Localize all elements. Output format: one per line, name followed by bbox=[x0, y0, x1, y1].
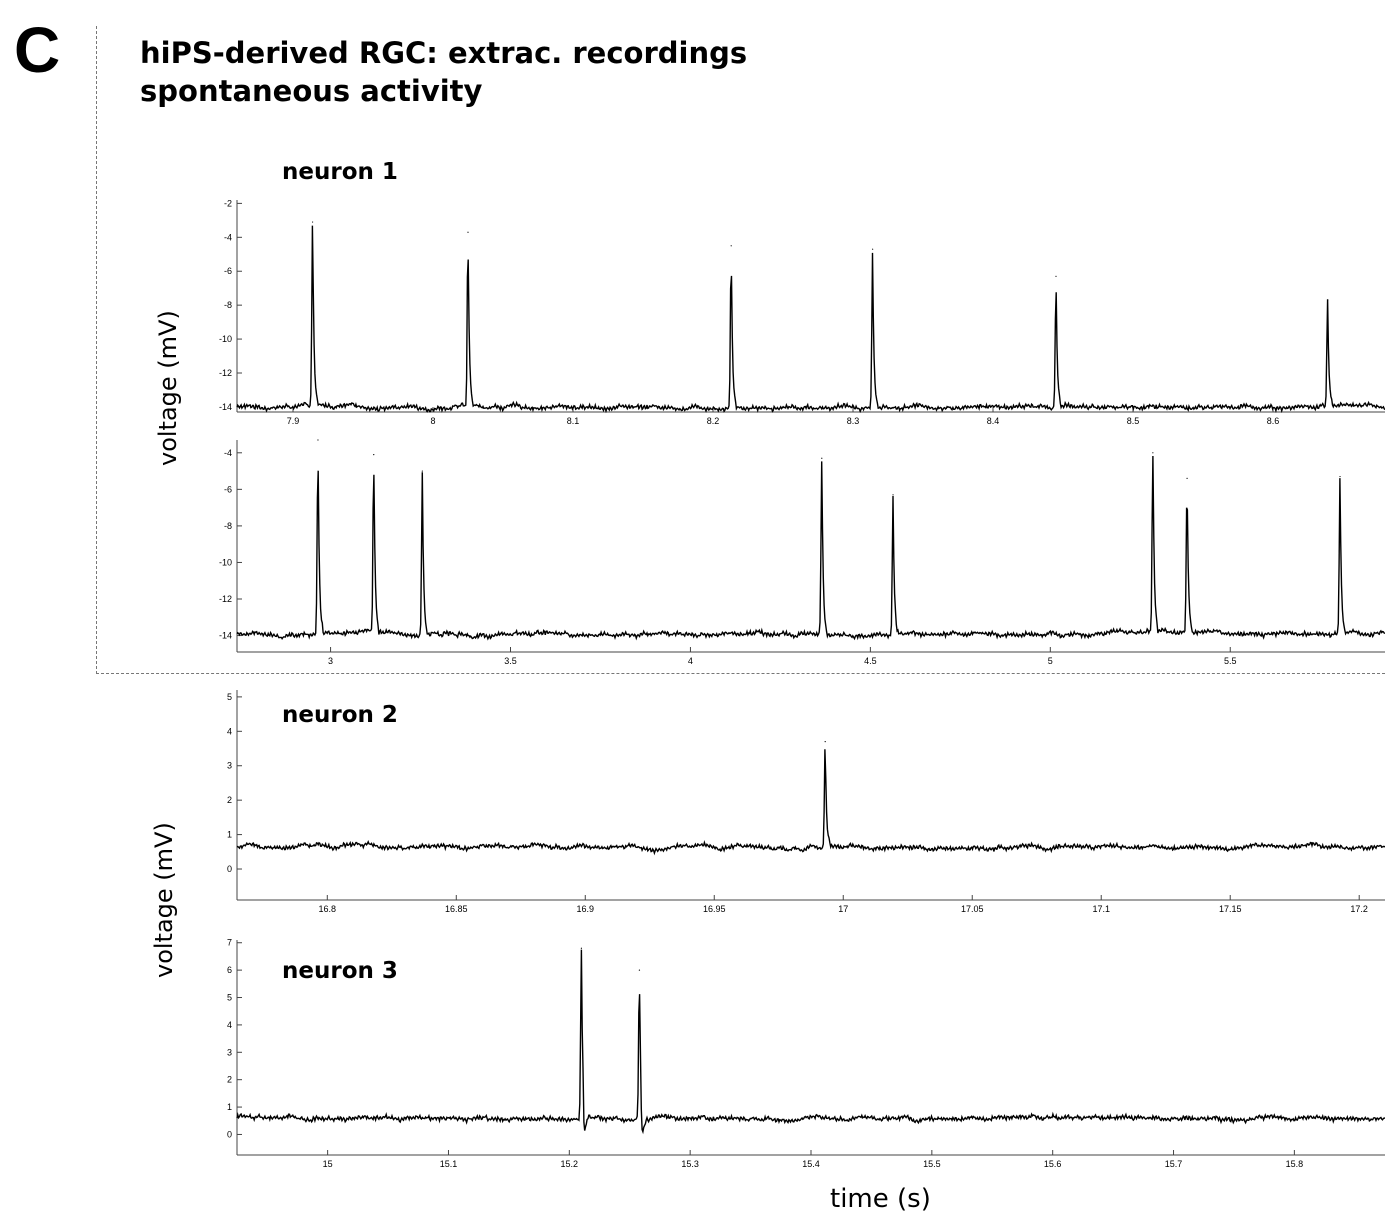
y-tick-label: -14 bbox=[219, 402, 232, 412]
y-tick-label: -14 bbox=[219, 631, 232, 641]
x-tick-label: 7.9 bbox=[287, 416, 300, 426]
x-tick-label: 15.4 bbox=[802, 1159, 820, 1169]
y-tick-label: -4 bbox=[224, 232, 232, 242]
spike-peak bbox=[1339, 475, 1341, 478]
y-tick-label: -10 bbox=[219, 334, 232, 344]
y-tick-label: -8 bbox=[224, 300, 232, 310]
x-tick-label: 17.1 bbox=[1092, 904, 1110, 914]
x-tick-label: 16.9 bbox=[577, 904, 595, 914]
spike-peak bbox=[824, 741, 826, 743]
y-tick-label: 5 bbox=[227, 993, 232, 1003]
x-tick-label: 4 bbox=[688, 656, 693, 666]
y-tick-label: -8 bbox=[224, 521, 232, 531]
neuron-2-label: neuron 2 bbox=[282, 702, 398, 728]
dashed-divider-horizontal bbox=[96, 673, 1385, 674]
y-tick-label: -10 bbox=[219, 557, 232, 567]
spike-peak bbox=[821, 457, 823, 459]
y-tick-label: 2 bbox=[227, 1075, 232, 1085]
y-tick-label: -12 bbox=[219, 368, 232, 378]
x-tick-label: 17.2 bbox=[1350, 904, 1368, 914]
subplot-3: 0 1 2 3 4 5 16.8 16.85 16.9 16.95 17 17.05 17.1 17.15… bbox=[227, 690, 1385, 914]
x-tick-label: 15.5 bbox=[923, 1159, 941, 1169]
spike-peak bbox=[638, 969, 641, 971]
x-tick-label: 17.15 bbox=[1219, 904, 1242, 914]
spike-peak bbox=[730, 245, 732, 247]
y-tick-label: -2 bbox=[224, 198, 232, 208]
x-tick-label: 5 bbox=[1048, 656, 1053, 666]
figure-title-line-1: hiPS-derived RGC: extrac. recordings bbox=[140, 36, 748, 70]
x-tick-label: 3 bbox=[328, 656, 333, 666]
spike-peak bbox=[373, 454, 375, 456]
spike-peak bbox=[872, 248, 874, 250]
spike-peak bbox=[467, 231, 469, 233]
y-tick-label: -6 bbox=[224, 266, 232, 276]
voltage-trace bbox=[236, 749, 1385, 856]
y-tick-label: 2 bbox=[227, 795, 232, 805]
x-tick-label: 8.5 bbox=[1127, 416, 1140, 426]
x-tick-label: 16.8 bbox=[319, 904, 337, 914]
x-tick-label: 15.3 bbox=[681, 1159, 699, 1169]
y-tick-label: 3 bbox=[227, 1047, 232, 1057]
y-tick-label: 5 bbox=[227, 692, 232, 702]
y-tick-label: 0 bbox=[227, 1129, 232, 1139]
panel-letter: C bbox=[14, 14, 61, 86]
spike-peak bbox=[1152, 452, 1154, 454]
x-tick-label: 15 bbox=[323, 1159, 333, 1169]
dashed-divider-vertical bbox=[96, 26, 97, 674]
neuron-3-label: neuron 3 bbox=[282, 958, 398, 984]
x-tick-label: 17 bbox=[838, 904, 848, 914]
x-tick-label: 8.6 bbox=[1267, 416, 1280, 426]
y-tick-label: 7 bbox=[227, 938, 232, 948]
y-tick-label: 1 bbox=[227, 1102, 232, 1112]
x-tick-label: 17.05 bbox=[961, 904, 984, 914]
y-tick-label: 4 bbox=[227, 1020, 232, 1030]
subplot-1: -2 -4 -6 -8 -10 -12 -14 7.9 8 8.1 8.2 8.3 8.4 8.5 8.6 bbox=[219, 198, 1385, 426]
y-tick-label: 4 bbox=[227, 726, 232, 736]
x-tick-label: 15.6 bbox=[1044, 1159, 1062, 1169]
x-tick-label: 15.7 bbox=[1165, 1159, 1183, 1169]
spike-peak bbox=[421, 470, 423, 472]
y-tick-label: 1 bbox=[227, 830, 232, 840]
y-tick-label: 0 bbox=[227, 864, 232, 874]
x-tick-label: 16.95 bbox=[703, 904, 726, 914]
y-tick-label: -4 bbox=[224, 448, 232, 458]
y-tick-label: -12 bbox=[219, 594, 232, 604]
x-tick-label: 15.8 bbox=[1286, 1159, 1304, 1169]
y-tick-label: -6 bbox=[224, 484, 232, 494]
x-tick-label: 15.1 bbox=[440, 1159, 458, 1169]
spike-peak bbox=[312, 221, 314, 223]
x-tick-label: 8 bbox=[430, 416, 435, 426]
subplot-2: -4 -6 -8 -10 -12 -14 3 3.5 4 4.5 5 5.5 bbox=[219, 439, 1385, 666]
y-tick-label: 6 bbox=[227, 965, 232, 975]
spike-peak bbox=[1055, 275, 1057, 277]
x-tick-label: 16.85 bbox=[445, 904, 468, 914]
x-tick-label: 3.5 bbox=[504, 656, 517, 666]
figure-title-line-2: spontaneous activity bbox=[140, 74, 483, 108]
y-tick-label: 3 bbox=[227, 761, 232, 771]
spike-peak bbox=[892, 494, 894, 496]
x-tick-label: 8.4 bbox=[987, 416, 1000, 426]
x-tick-label: 5.5 bbox=[1224, 656, 1237, 666]
x-tick-label: 15.2 bbox=[561, 1159, 579, 1169]
x-tick-label: 8.1 bbox=[567, 416, 580, 426]
subplot-4: 0 1 2 3 4 5 6 7 15 15.1 15.2 15.3 15.4 15.5 15.6 15.7 15… bbox=[227, 938, 1385, 1169]
voltage-trace bbox=[236, 225, 1385, 414]
neuron-1-label: neuron 1 bbox=[282, 159, 398, 185]
x-tick-label: 4.5 bbox=[864, 656, 877, 666]
voltage-trace bbox=[236, 455, 1385, 641]
spike-peak bbox=[317, 439, 319, 441]
spike-peak bbox=[1327, 299, 1329, 301]
x-tick-label: 8.3 bbox=[847, 416, 860, 426]
x-tick-label: 8.2 bbox=[707, 416, 720, 426]
spike-peak bbox=[1186, 477, 1188, 479]
spike-peak bbox=[580, 947, 583, 949]
voltage-trace bbox=[236, 949, 1385, 1135]
figure-title: hiPS-derived RGC: extrac. recordings spo… bbox=[140, 34, 747, 110]
